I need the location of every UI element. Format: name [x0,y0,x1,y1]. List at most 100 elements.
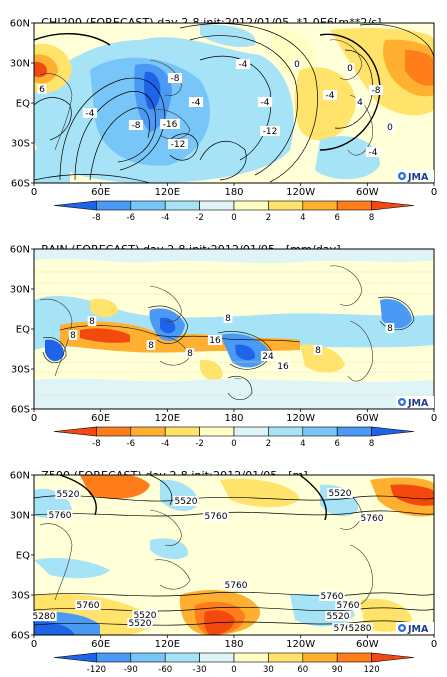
chi200-lon-label: 180 [224,187,243,198]
chi200-colorbar-tick: -8 [92,213,100,223]
rain-lon-label: 180 [224,413,243,424]
chi200-lon-label: 120E [155,187,180,198]
z500-contour-label-bg [319,591,345,601]
z500-logo-text: JMA [407,624,429,635]
chi200-contour-label: -8 [132,121,141,131]
z500-contour-label: 5760 [337,601,360,611]
jma-logo-icon-center [400,400,404,404]
rain-lon-label: 60E [91,413,110,424]
z500-colorbar-tick: -30 [193,665,207,675]
chi200-contour-label: -4 [239,60,248,70]
chi200-contour-label: 0 [347,64,353,74]
chi200-colorbar-tick: 8 [369,213,374,223]
chi200-contour-label: 0 [387,123,393,133]
z500-lon-label: 120E [155,639,180,650]
chi200-contour-label: -12 [263,127,278,137]
chi200-colorbar-swatch [199,200,235,211]
z500-contour-label: 5760 [334,624,357,634]
chi200-colorbar-swatch [130,200,166,211]
chi200-colorbar-swatch [164,200,200,211]
z500-lat-label: 30N [10,511,30,522]
rain-colorbar-swatch [336,426,372,437]
chi200-contour-label-bg [167,73,183,83]
chi200-logo-bg [396,170,434,182]
z500-colorbar-swatch [96,652,132,663]
chi200-contour-label-bg [128,120,144,130]
chi200-contour-label-bg [365,147,381,157]
z500-contour-label: 5520 [327,612,350,622]
chi200-colorbar-tick: 6 [334,213,339,223]
z500-contour-label: 5280 [349,624,372,634]
rain-contour-label: 24 [262,352,274,362]
chi200-colorbar-tick: -4 [161,213,169,223]
z500-contour-label-bg [75,600,101,610]
chi200-contour-label: -12 [171,140,186,150]
z500-contour-label-bg [47,510,73,520]
z500-colorbar-tick: 90 [332,665,343,675]
jma-logo-icon-center [400,174,404,178]
rain-logo: JMA [396,396,434,409]
chi200-colorbar-end [53,200,97,211]
z500-contour-label: 5760 [205,512,228,522]
rain-lon-label: 0 [431,413,437,424]
rain-colorbar-swatch [199,426,235,437]
chi200-contour-label-bg [160,119,180,129]
chi200-lon-label: 0 [31,187,37,198]
z500-contour-label: 5760 [77,601,100,611]
chi200-contour-label-bg [292,59,302,69]
z500-lon-label: 180 [224,639,243,650]
z500-lat-label: EQ [16,551,30,562]
z500-colorbar-swatch [164,652,200,663]
z500-contour-label-bg [223,580,249,590]
z500-colorbar: -120 -90 -60 -30 0 30 60 90 120 [53,652,415,675]
chi200-contour-label-bg [345,63,355,73]
z500-colorbar-swatch [233,652,269,663]
rain-colorbar-tick: -6 [127,439,135,449]
z500-contour-label: 5280 [33,612,56,622]
z500-logo-bg [396,622,434,634]
chi200-contour-label-bg [37,84,47,94]
chi200-contour-label-bg [355,97,365,107]
z500-colorbar-swatch [268,652,304,663]
z500-colorbar-tick: 120 [363,665,379,675]
chi200-contour-label-bg [168,139,188,149]
chi200-contour-label-bg [368,85,384,95]
z500-colorbar-swatch [336,652,372,663]
chi200-contour-label-bg [385,122,395,132]
rain-contour-label: 8 [225,314,231,324]
chi200-contour-label: -4 [192,98,201,108]
chi200-colorbar-tick: 0 [231,213,236,223]
rain-contour-label: 8 [148,341,154,351]
z500-colorbar-swatch [302,652,338,663]
rain-lat-label: 30N [10,285,30,296]
rain-contour-label: 8 [89,317,95,327]
rain-lat-label: 60S [11,405,30,416]
z500-colorbar-swatch [199,652,235,663]
chi200-contour-label: -8 [171,74,180,84]
z500-contour-label: 5760 [321,592,344,602]
chi200-colorbar-tick: 4 [300,213,305,223]
chi200-colorbar-swatch [233,200,269,211]
rain-colorbar-tick: -2 [195,439,203,449]
z500-colorbar-tick: -60 [158,665,172,675]
chi200-contour-label-bg [188,97,204,107]
rain-lat-label: 30S [11,365,30,376]
rain-contour-label: 16 [209,336,221,346]
rain-coastlines [39,265,373,382]
rain-contour-label-bg [313,345,323,355]
rain-contour-label-bg [275,361,291,371]
chi200-logo: JMA [396,170,434,183]
rain-colorbar-tick: -8 [92,439,100,449]
chi200-contour-label: 6 [39,85,45,95]
chi200-contour-label-bg [82,108,98,118]
chi200-colorbar-swatch [336,200,372,211]
rain-contour-label: 8 [315,346,321,356]
z500-lon-label: 0 [431,639,437,650]
chi200-contour-label: 4 [357,98,363,108]
chi200-contour-label: -4 [261,98,270,108]
z500-contour-label-bg [327,488,353,498]
z500-lon-label: 60W [356,639,379,650]
rain-lon-label: 120W [286,413,315,424]
